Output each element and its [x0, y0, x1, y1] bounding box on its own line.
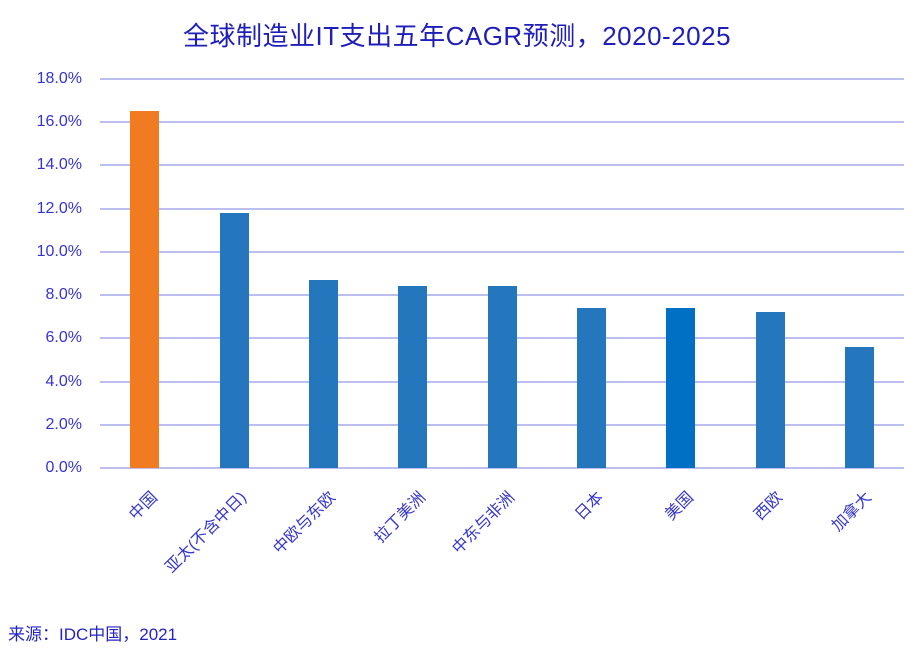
x-axis-label: 加拿大 — [829, 489, 876, 535]
x-axis-label: 西欧 — [751, 489, 787, 524]
bar-亚太(不含中日) — [219, 213, 249, 468]
gridline — [100, 78, 904, 80]
gridline — [100, 250, 904, 253]
gridline — [100, 467, 904, 469]
gridline — [100, 164, 904, 167]
y-tick-label: 10.0% — [36, 242, 82, 260]
bar-美国 — [666, 308, 696, 468]
x-axis-label: 中国 — [126, 489, 161, 524]
gridline — [100, 121, 904, 124]
bar-日本 — [576, 308, 606, 468]
gridline — [100, 207, 904, 210]
chart-plot-area — [100, 78, 904, 469]
x-axis-label: 拉丁美洲 — [371, 489, 429, 547]
y-tick-label: 16.0% — [36, 113, 82, 131]
bar-中国 — [130, 111, 160, 468]
bar-拉丁美洲 — [398, 286, 428, 468]
bar-加拿大 — [844, 346, 874, 468]
x-axis-label: 亚太(不含中日) — [162, 489, 251, 577]
y-tick-label: 12.0% — [36, 199, 82, 217]
bar-中欧与东欧 — [308, 279, 338, 468]
x-axis-label: 美国 — [662, 489, 697, 524]
y-tick-label: 2.0% — [45, 415, 82, 433]
y-tick-label: 6.0% — [45, 329, 82, 347]
x-axis-label: 中欧与东欧 — [270, 489, 340, 558]
source-note: 来源：IDC中国，2021 — [8, 625, 178, 644]
y-tick-label: 0.0% — [45, 459, 82, 476]
x-axis-label: 日本 — [572, 489, 608, 524]
y-tick-label: 18.0% — [36, 70, 82, 87]
y-tick-label: 14.0% — [36, 156, 82, 174]
y-tick-label: 4.0% — [45, 372, 82, 390]
chart-title: 全球制造业IT支出五年CAGR预测，2020-2025 — [182, 21, 732, 51]
y-tick-label: 8.0% — [45, 286, 82, 304]
x-axis-label: 中东与非洲 — [449, 489, 519, 558]
bar-西欧 — [755, 312, 785, 468]
bar-中东与非洲 — [487, 286, 517, 468]
